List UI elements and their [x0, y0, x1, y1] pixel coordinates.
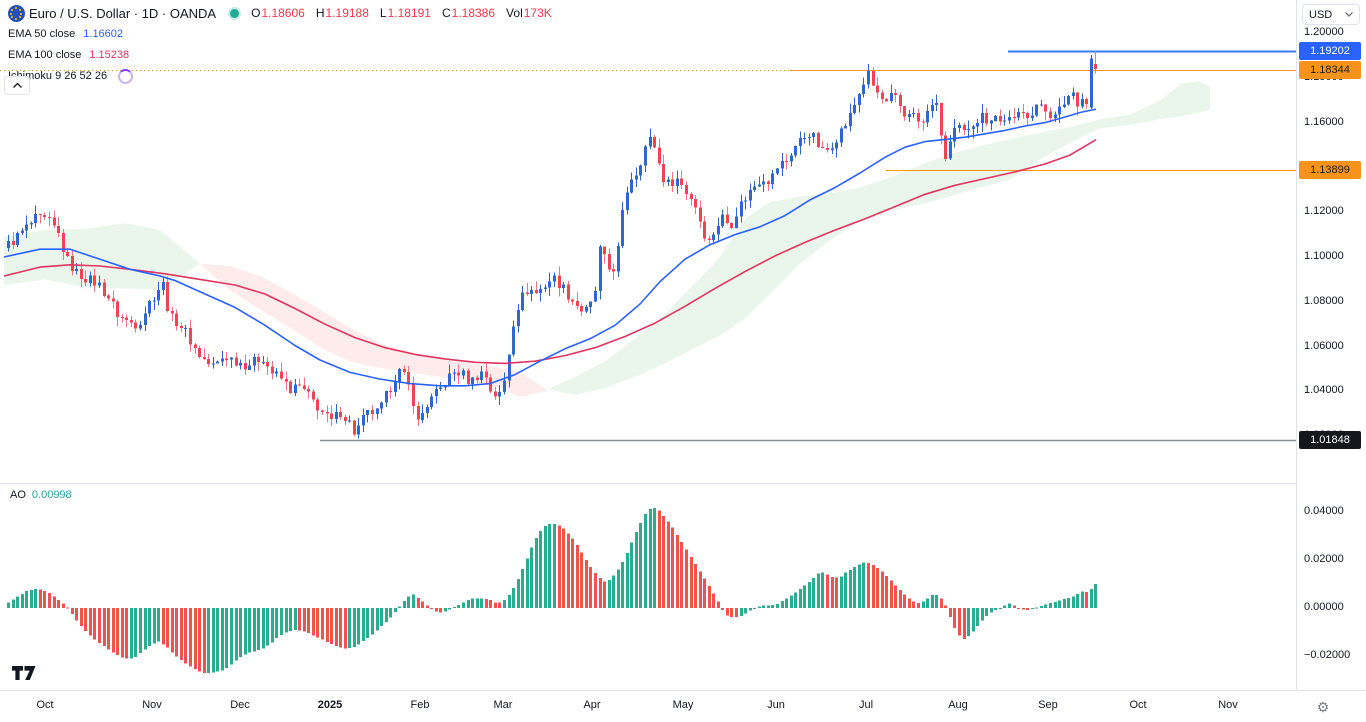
indicator-row-ichimoku[interactable]: Ichimoku 9 26 52 26: [8, 68, 559, 84]
time-tick-label: Aug: [948, 699, 968, 711]
ohlc-close: C 1.18386: [441, 6, 496, 20]
ema100-label: EMA 100 close: [8, 49, 82, 61]
currency-label: USD: [1309, 8, 1333, 21]
ohlc-high: H 1.19188: [315, 6, 369, 20]
price-tick-label: 1.10000: [1304, 250, 1344, 262]
ichimoku-cloud-green: [548, 81, 1210, 395]
legend-collapse-button[interactable]: [4, 76, 30, 95]
time-tick-label: Mar: [493, 699, 513, 711]
ema50-value: 1.16602: [83, 28, 124, 40]
ao-label: AO: [10, 489, 26, 501]
time-tick-label: Nov: [1218, 699, 1238, 711]
main-chart-canvas[interactable]: [0, 0, 1296, 690]
time-tick-label: Nov: [142, 699, 162, 711]
ichimoku-cloud-red: [200, 263, 548, 397]
indicator-row-ema50[interactable]: EMA 50 close 1.16602: [8, 26, 559, 42]
price-tick-label: 1.06000: [1304, 339, 1344, 352]
market-status-icon[interactable]: [230, 8, 240, 18]
time-tick-label: Feb: [410, 699, 430, 711]
ao-value: 0.00998: [31, 489, 72, 501]
symbol-logo-icon: [8, 4, 25, 22]
price-line-label-1.18344: 1.18344: [1299, 61, 1361, 80]
time-tick-label: 2025: [317, 699, 343, 711]
ohlc-open: O 1.18606: [251, 6, 305, 20]
time-tick-label: Jul: [858, 699, 874, 711]
price-tick-label: 1.08000: [1304, 294, 1344, 307]
ema100-value: 1.15238: [89, 49, 130, 61]
ao-tick-label: −0.02000: [1304, 649, 1351, 661]
time-tick-label: Apr: [583, 699, 601, 711]
price-tick-label: 1.12000: [1304, 205, 1344, 218]
pane-separator[interactable]: [0, 483, 1366, 484]
time-tick-label: Dec: [230, 699, 250, 711]
price-line-label-1.13899: 1.13899: [1299, 160, 1361, 179]
ao-tick-label: 0.02000: [1304, 553, 1344, 565]
indicator-row-ema100[interactable]: EMA 100 close 1.15238: [8, 47, 559, 63]
time-tick-label: Oct: [36, 699, 54, 711]
ao-tick-label: 0.04000: [1304, 505, 1344, 517]
symbol-title: Euro / U.S. Dollar · 1D · OANDA: [29, 5, 217, 21]
ema50-label: EMA 50 close: [8, 28, 76, 40]
ao-histogram: [7, 508, 1097, 673]
ema50-line[interactable]: [3, 108, 1097, 387]
price-axis[interactable]: USD 1.200001.180001.160001.140001.120001…: [1296, 0, 1366, 690]
ichimoku-label: Ichimoku 9 26 52 26: [8, 70, 108, 82]
price-tick-label: 1.20000: [1304, 26, 1344, 38]
volume-readout: Vol 173K: [506, 6, 552, 20]
chevron-down-icon: [1345, 12, 1353, 17]
ema100-line[interactable]: [3, 139, 1097, 365]
price-line-label-1.01848: 1.01848: [1299, 430, 1361, 449]
candlestick-series: [7, 51, 1097, 439]
price-line-label-1.19202: 1.19202: [1299, 41, 1361, 60]
price-tick-label: 1.16000: [1304, 115, 1344, 128]
ao-tick-label: 0.00000: [1304, 601, 1344, 613]
time-axis[interactable]: Oct Nov Dec 2025 Feb Mar Apr May Jun Jul Aug Sep Oct…: [0, 690, 1366, 722]
currency-selector[interactable]: USD: [1302, 4, 1360, 25]
chevron-up-icon: [12, 83, 22, 88]
time-tick-label: May: [672, 699, 694, 711]
settings-gear-icon[interactable]: ⚙: [1316, 698, 1330, 715]
ohlc-low: L 1.18191: [379, 6, 431, 20]
ichimoku-loading-icon: [118, 68, 134, 84]
tradingview-logo-icon: [12, 666, 36, 680]
chart-legend: Euro / U.S. Dollar · 1D · OANDA O 1.1860…: [8, 4, 559, 89]
time-tick-label: Jun: [767, 699, 785, 711]
ao-indicator-row[interactable]: AO 0.00998: [10, 489, 72, 501]
symbol-title-row[interactable]: Euro / U.S. Dollar · 1D · OANDA O 1.1860…: [8, 4, 559, 22]
time-tick-label: Oct: [1129, 699, 1147, 711]
price-tick-label: 1.04000: [1304, 384, 1344, 397]
ichimoku-cloud-green: [4, 223, 200, 290]
tradingview-logo[interactable]: [12, 665, 37, 686]
time-tick-label: Sep: [1038, 699, 1058, 711]
